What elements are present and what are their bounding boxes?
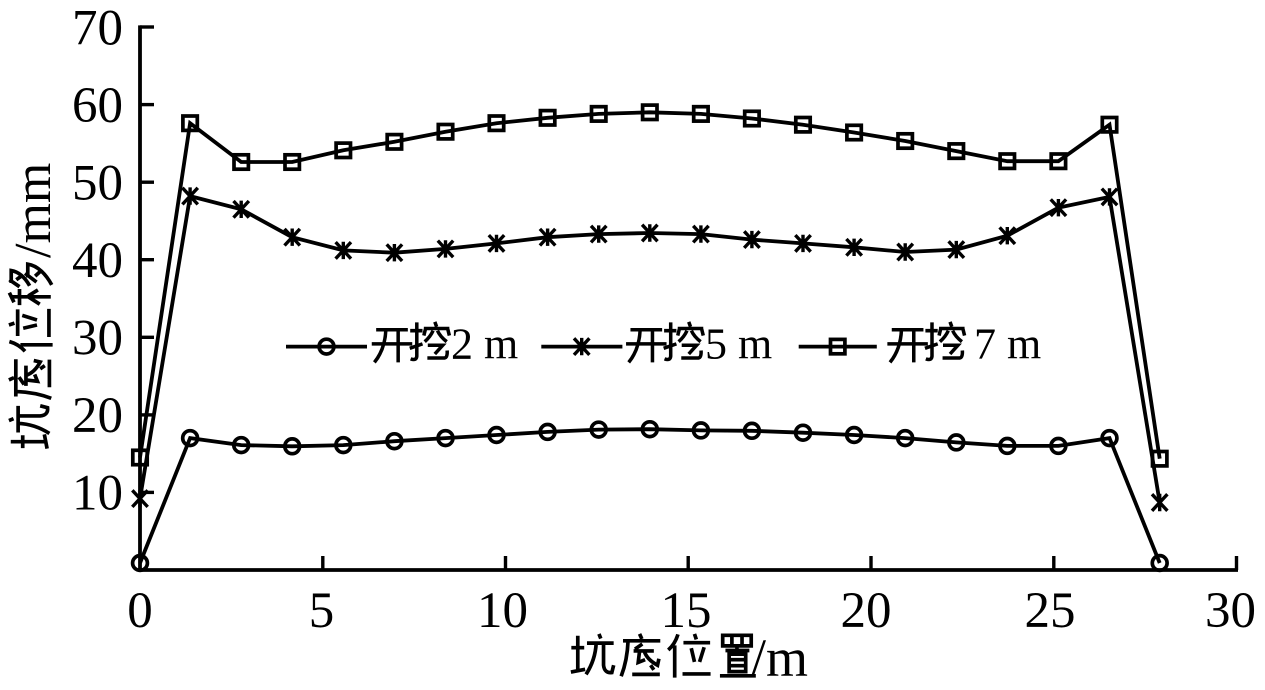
svg-text:20: 20 [72,388,123,444]
svg-text:30: 30 [72,311,123,367]
svg-text:25: 25 [1025,583,1076,639]
svg-text:0: 0 [127,583,153,639]
svg-text:10: 10 [477,583,528,639]
svg-text:15: 15 [661,583,712,639]
svg-text:70: 70 [72,0,123,56]
svg-text:2 m: 2 m [451,320,518,369]
svg-text:5 m: 5 m [705,320,772,369]
svg-text:60: 60 [72,78,123,134]
svg-text:40: 40 [72,233,123,289]
svg-text:30: 30 [1205,583,1256,639]
svg-text:5: 5 [309,583,335,639]
svg-text:50: 50 [72,156,123,212]
svg-text:/m: /m [751,628,808,688]
svg-text:/mm: /mm [5,163,62,258]
svg-text:20: 20 [841,583,892,639]
svg-text:7 m: 7 m [974,320,1041,369]
svg-text:10: 10 [72,466,123,522]
